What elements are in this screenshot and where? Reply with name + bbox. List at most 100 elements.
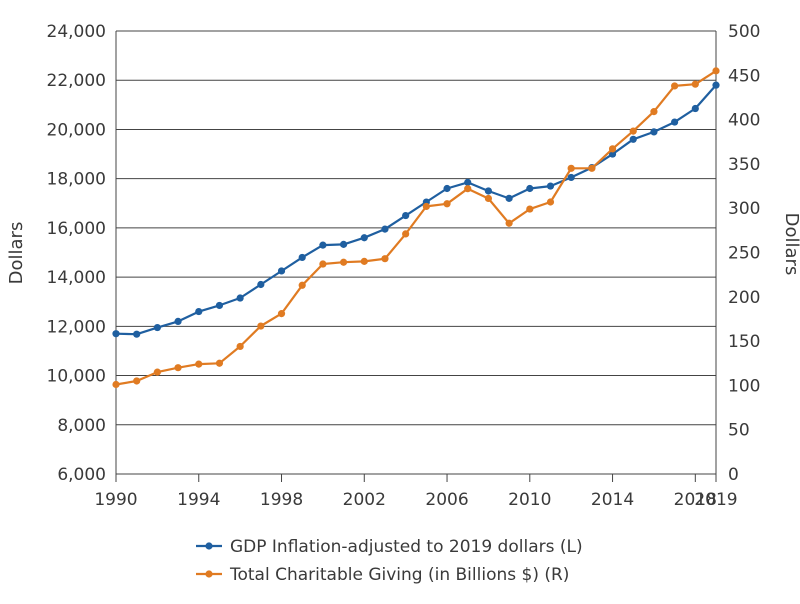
legend-item-1: GDP Inflation-adjusted to 2019 dollars (…: [196, 537, 583, 557]
series-1-point: [277, 267, 286, 275]
x-tick-label: 1994: [177, 490, 220, 510]
series-2-point: [608, 145, 617, 153]
x-tick-label: 1990: [94, 490, 137, 510]
series-2-point: [505, 219, 513, 227]
legend-item-2: Total Charitable Giving (in Billions $) …: [196, 565, 569, 585]
series-1-point: [671, 118, 679, 126]
series-1-point: [195, 307, 203, 316]
series-1-point: [546, 182, 555, 190]
legend-swatch-marker: [205, 570, 213, 578]
series-1-point: [443, 184, 451, 193]
y-right-tick-label: 450: [728, 66, 760, 86]
series-1-point: [484, 187, 493, 195]
series-2-point: [360, 257, 368, 265]
series-2-point: [319, 260, 327, 268]
series-1-point: [215, 301, 224, 310]
y-right-tick-label: 350: [728, 155, 760, 175]
series-2-point: [712, 67, 720, 75]
series-group: [112, 67, 720, 389]
axes: [115, 31, 717, 474]
series-2-point: [298, 281, 306, 289]
series-2-point: [671, 82, 679, 90]
y-left-tick-label: 14,000: [47, 268, 106, 288]
series-2-point: [153, 368, 161, 376]
legend-label: GDP Inflation-adjusted to 2019 dollars (…: [230, 537, 583, 557]
series-2: [112, 67, 720, 389]
series-1-point: [629, 135, 637, 143]
y-left-tick-label: 6,000: [57, 465, 106, 485]
y-left-tick-label: 18,000: [47, 170, 106, 190]
series-1-point: [381, 225, 389, 233]
series-2-point: [588, 164, 596, 172]
series-1-point: [505, 194, 513, 202]
legend-swatch-marker: [205, 542, 213, 550]
series-2-point: [215, 359, 224, 367]
series-1-point: [298, 253, 306, 262]
series-1-point: [650, 128, 658, 136]
series-2-point: [443, 200, 451, 208]
x-tick-label: 2010: [508, 490, 551, 510]
x-tick-label: 1998: [260, 490, 303, 510]
series-1-point: [339, 240, 348, 248]
y-axis-right-ticks: 0 50 100 150 200 250 300 350 400 450 500: [728, 22, 760, 485]
series-2-point: [402, 230, 410, 238]
y-left-tick-label: 8,000: [57, 416, 106, 436]
series-1-point: [236, 294, 244, 302]
series-1-point: [608, 150, 617, 158]
y-right-tick-label: 500: [728, 22, 760, 42]
series-1-point: [360, 234, 368, 242]
y-left-tick-label: 20,000: [47, 120, 106, 140]
y-axis-right-title: Dollars: [781, 213, 800, 276]
y-right-tick-label: 200: [728, 288, 760, 308]
series-2-point: [629, 127, 637, 135]
y-left-tick-label: 16,000: [47, 219, 106, 239]
x-tick-label: 2002: [343, 490, 386, 510]
series-1-line: [115, 84, 717, 336]
series-2-point: [546, 198, 555, 206]
x-tick-label: 2018: [674, 490, 717, 510]
y-left-tick-label: 12,000: [47, 317, 106, 337]
y-axis-left-title: Dollars: [6, 222, 27, 285]
series-2-point: [339, 258, 348, 266]
series-2-point: [381, 255, 389, 263]
series-1-point: [526, 184, 534, 193]
y-right-tick-label: 100: [728, 376, 760, 396]
series-2-point: [112, 380, 120, 389]
y-left-tick-label: 22,000: [47, 71, 106, 91]
y-left-tick-label: 10,000: [47, 367, 106, 387]
y-axis-left-ticks: 6,000 8,000 10,000 12,000 14,000 16,000 18,000…: [47, 22, 106, 485]
series-1-point: [112, 330, 120, 338]
series-2-point: [567, 164, 575, 172]
series-1-point: [464, 178, 472, 186]
series-1-point: [712, 81, 720, 89]
y-right-tick-label: 0: [728, 465, 739, 485]
series-1: [112, 81, 720, 338]
series-2-point: [422, 202, 430, 211]
series-1-point: [691, 104, 699, 113]
series-1-point: [133, 330, 141, 338]
series-1-point: [402, 211, 410, 220]
y-right-tick-label: 150: [728, 332, 760, 352]
series-2-point: [174, 364, 182, 372]
series-2-point: [257, 322, 265, 330]
y-right-tick-label: 300: [728, 199, 760, 219]
series-1-point: [153, 323, 161, 332]
series-1-point: [319, 241, 327, 249]
x-tick-label: 2014: [591, 490, 634, 510]
series-1-point: [567, 173, 575, 182]
series-2-point: [236, 342, 244, 351]
series-2-point: [526, 205, 534, 213]
series-2-point: [650, 108, 658, 116]
y-right-tick-label: 50: [728, 421, 750, 441]
y-right-tick-label: 250: [728, 244, 760, 264]
legend: GDP Inflation-adjusted to 2019 dollars (…: [196, 537, 583, 585]
series-1-point: [257, 280, 265, 289]
y-left-tick-label: 24,000: [47, 22, 106, 42]
legend-label: Total Charitable Giving (in Billions $) …: [229, 565, 569, 585]
series-2-point: [277, 310, 286, 318]
series-2-point: [691, 80, 699, 88]
series-1-point: [174, 317, 182, 326]
series-2-point: [133, 377, 141, 385]
